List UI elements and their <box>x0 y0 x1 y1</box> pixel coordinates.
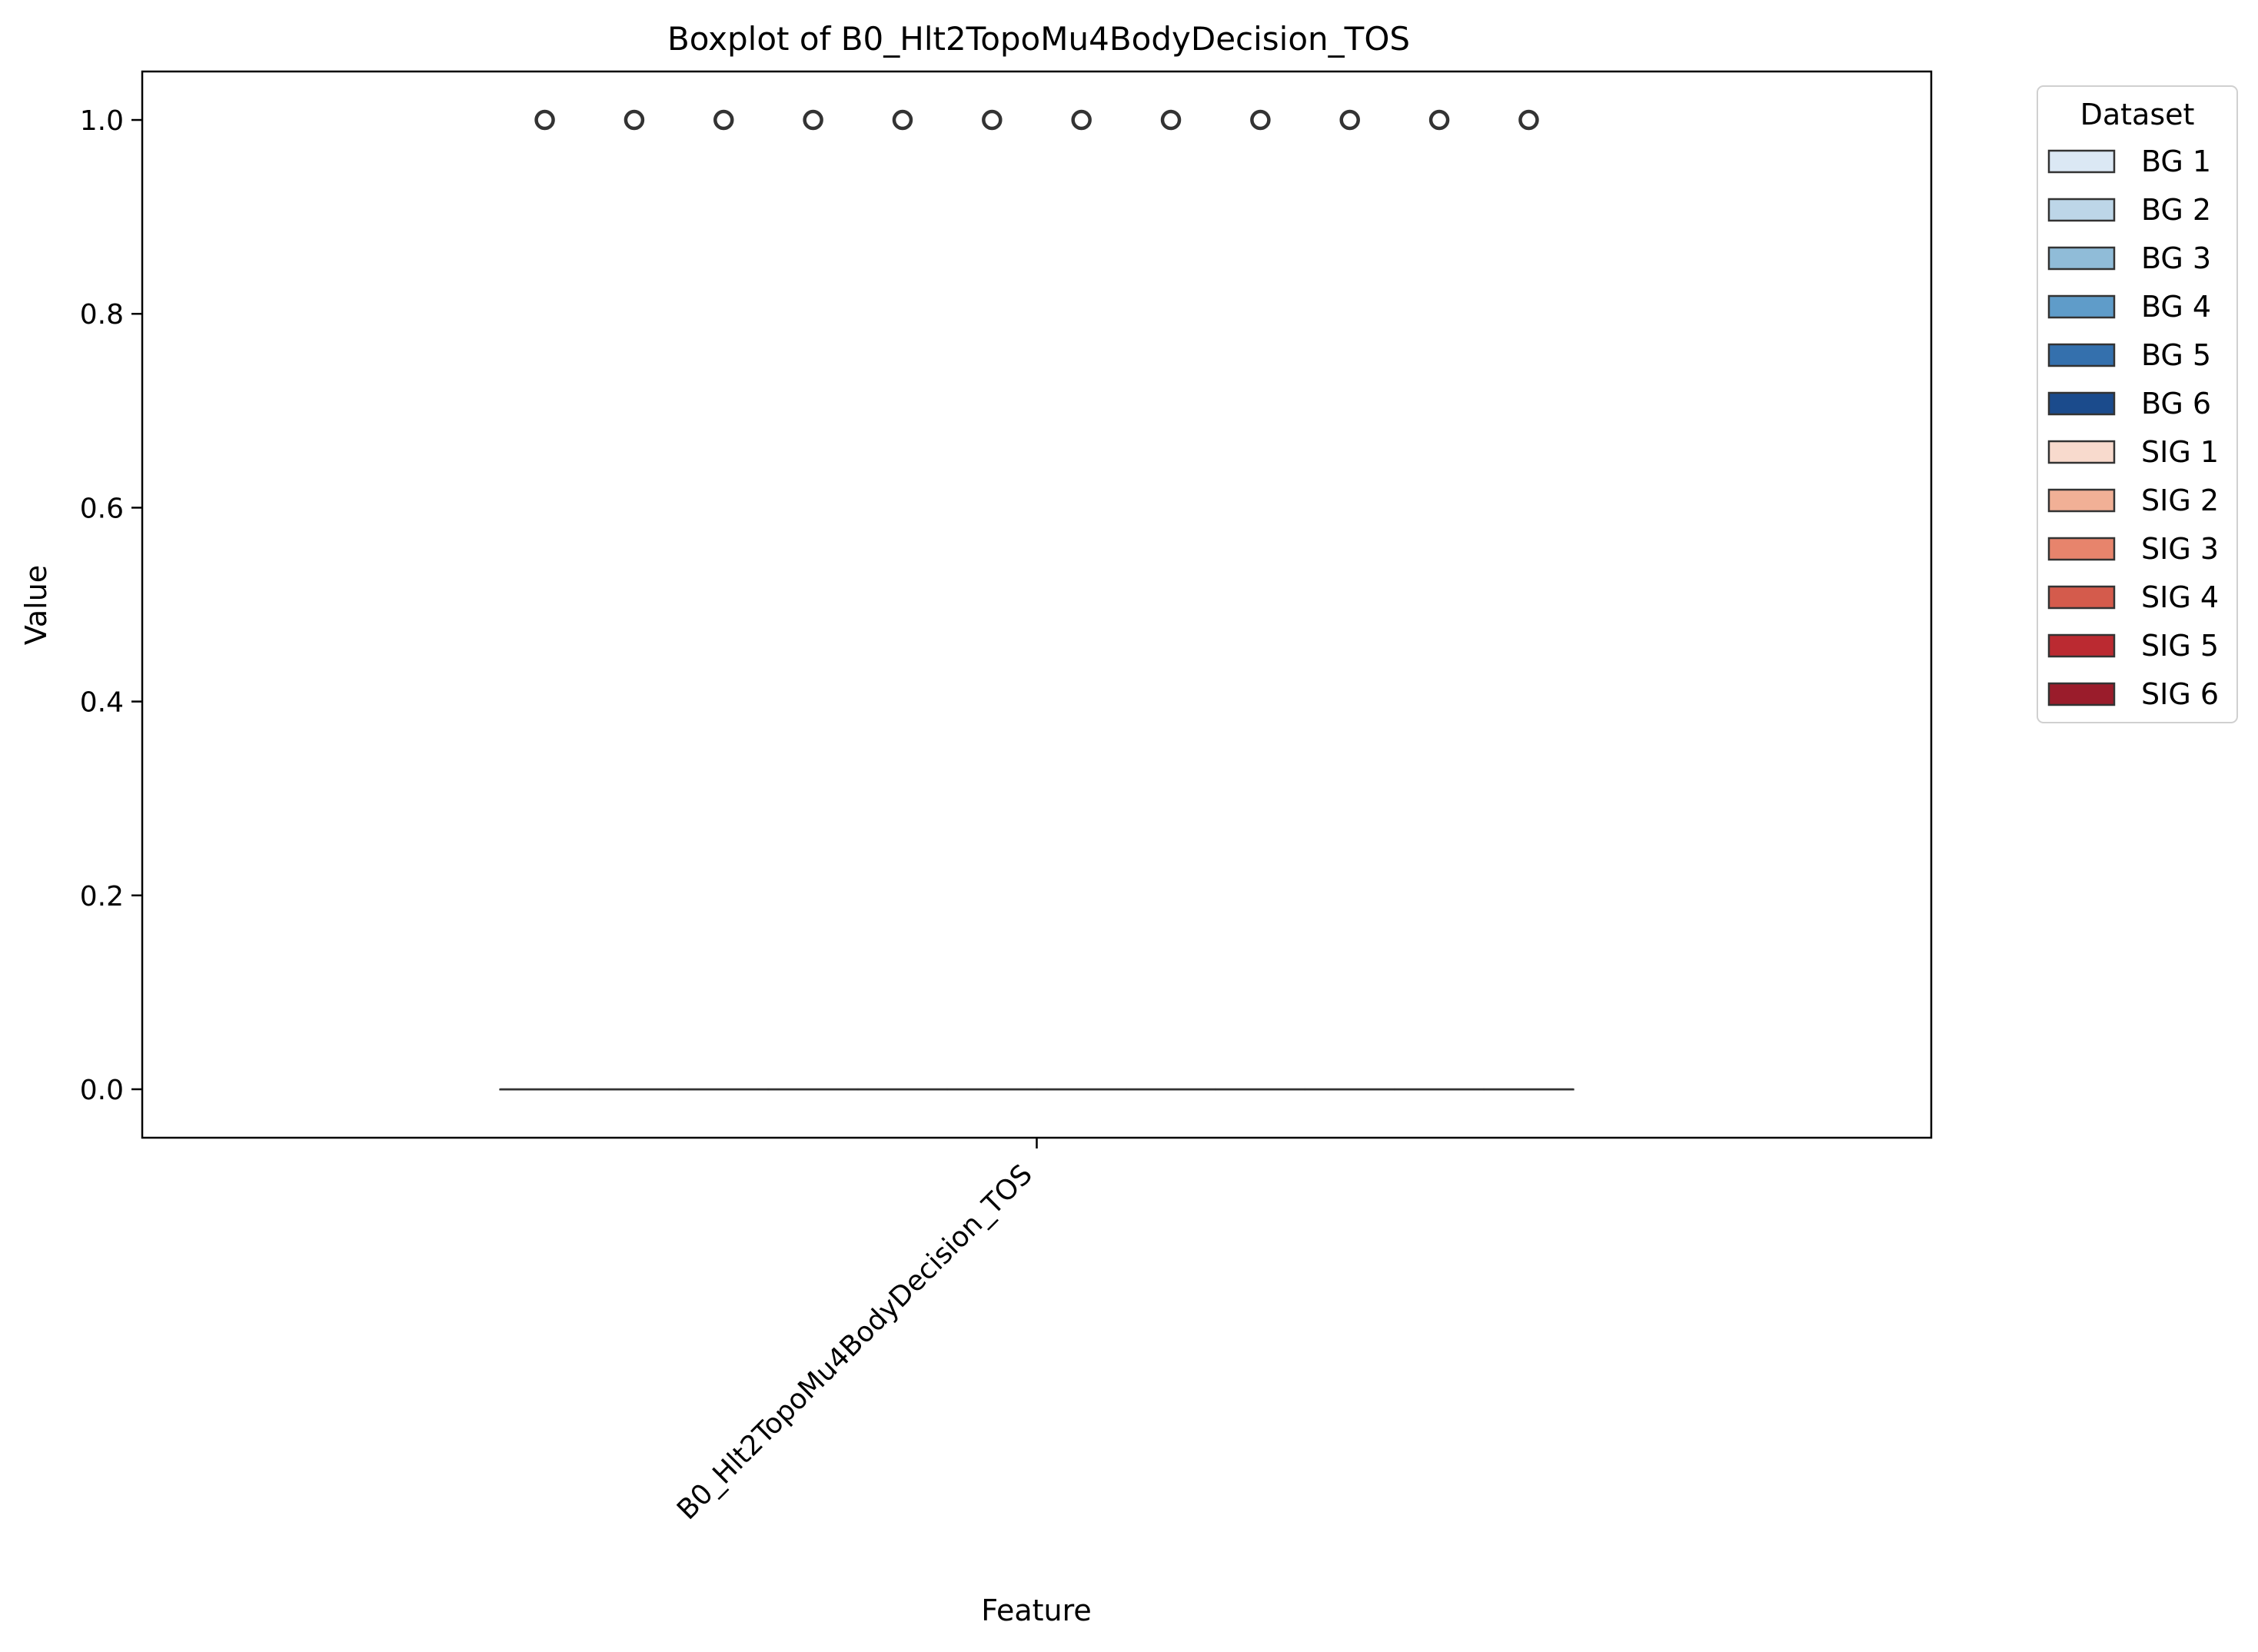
outlier-point <box>624 109 645 131</box>
x-axis-label: Feature <box>981 1594 1092 1627</box>
legend-swatch <box>2047 537 2116 561</box>
y-axis-label: Value <box>19 565 53 645</box>
box-series-group <box>499 109 1575 1091</box>
legend-entry-label: SIG 5 <box>2141 629 2219 663</box>
legend-items: BG 1 BG 2 BG 3 BG 4 BG 5 BG 6 SIG 1 SIG 2 SIG 3 S… <box>2047 145 2219 711</box>
outlier-point <box>713 109 734 131</box>
legend-swatch <box>2047 440 2116 464</box>
legend-swatch <box>2047 246 2116 271</box>
y-axis: 0.0 0.2 0.4 0.6 0.8 1.0 <box>80 105 142 1106</box>
legend-entry-label: BG 3 <box>2141 241 2211 275</box>
outlier-point <box>1518 109 1539 131</box>
legend-entry-label: SIG 6 <box>2141 677 2219 711</box>
legend-entry-label: SIG 2 <box>2141 484 2219 517</box>
outlier-point <box>1250 109 1271 131</box>
outlier-point <box>803 109 823 131</box>
y-tick-label: 0.2 <box>80 881 124 912</box>
outlier-point <box>982 109 1003 131</box>
legend-swatch <box>2047 149 2116 174</box>
outlier-point <box>534 109 555 131</box>
outlier-point <box>1160 109 1182 131</box>
legend-entry-label: BG 2 <box>2141 193 2211 227</box>
legend: Dataset BG 1 BG 2 BG 3 BG 4 BG 5 BG 6 SIG 1 SIG… <box>2037 85 2238 723</box>
legend-entry-label: BG 1 <box>2141 145 2211 178</box>
legend-entry-label: SIG 1 <box>2141 435 2219 469</box>
legend-frame <box>2037 85 2238 723</box>
y-tick-label: 1.0 <box>80 105 124 137</box>
legend-swatch <box>2047 488 2116 513</box>
legend-entry-label: SIG 3 <box>2141 532 2219 566</box>
outlier-point <box>892 109 913 131</box>
outlier-point <box>1339 109 1360 131</box>
legend-swatch <box>2047 294 2116 319</box>
y-tick-label: 0.6 <box>80 493 124 524</box>
legend-entry-label: SIG 4 <box>2141 580 2219 614</box>
y-tick-label: 0.8 <box>80 299 124 331</box>
legend-swatch <box>2047 198 2116 222</box>
legend-swatch <box>2047 633 2116 658</box>
outlier-point <box>1071 109 1092 131</box>
legend-swatch <box>2047 343 2116 367</box>
legend-entry-label: BG 6 <box>2141 387 2211 420</box>
legend-swatch <box>2047 585 2116 610</box>
y-tick-label: 0.0 <box>80 1075 124 1106</box>
legend-entry-label: BG 4 <box>2141 290 2211 324</box>
y-tick-label: 0.4 <box>80 687 124 719</box>
legend-title: Dataset <box>2080 98 2195 131</box>
outlier-point <box>1428 109 1450 131</box>
legend-swatch <box>2047 682 2116 706</box>
chart-title: Boxplot of B0_Hlt2TopoMu4BodyDecision_TO… <box>667 20 1410 58</box>
legend-swatch <box>2047 391 2116 416</box>
legend-entry-label: BG 5 <box>2141 338 2211 372</box>
